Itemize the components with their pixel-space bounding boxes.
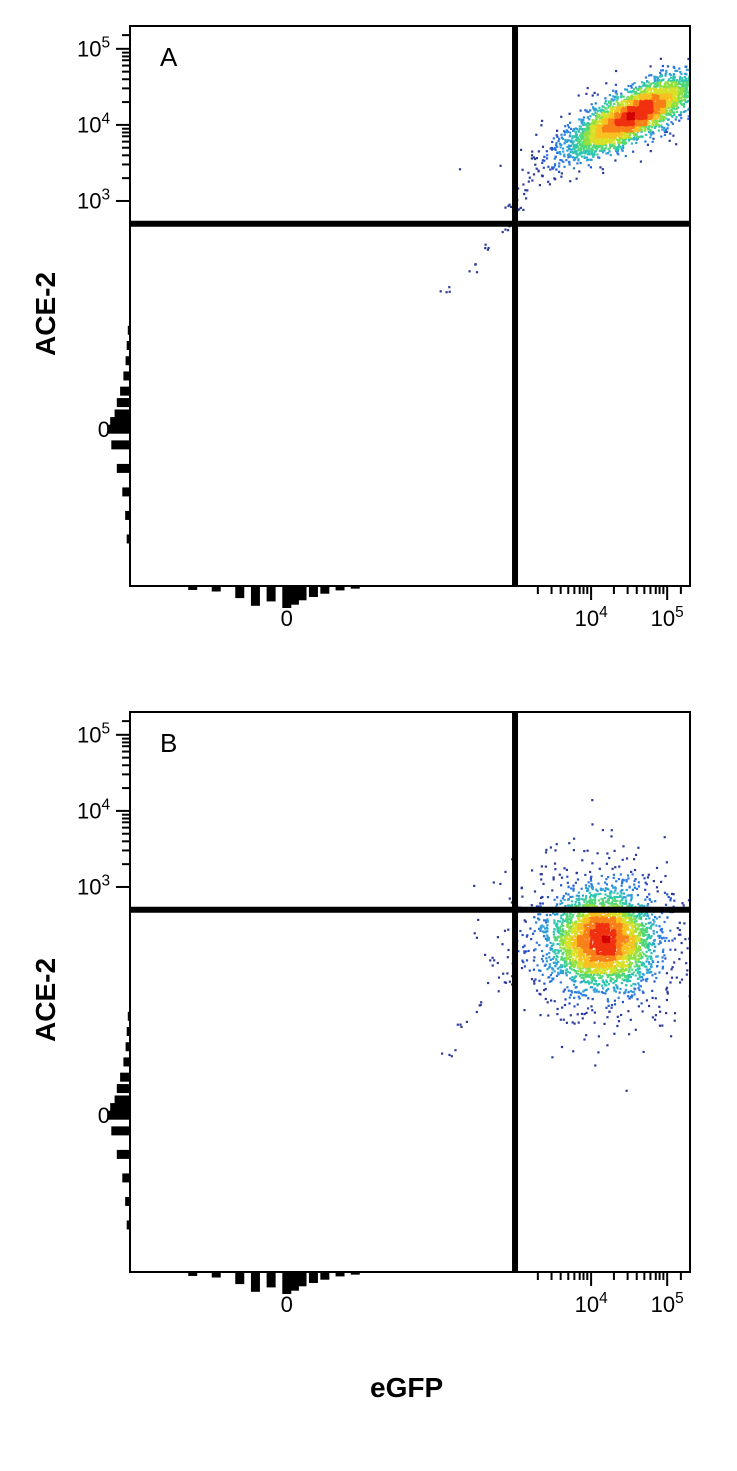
flow-plot-panel-b: 0 104 105 0 103 104 105 B (30, 692, 737, 1372)
x-axis-histbar (235, 586, 244, 598)
x-axis-histbar (251, 586, 260, 606)
y-tick-label: 103 (77, 872, 110, 899)
x-axis-histbar (212, 586, 221, 592)
x-axis-histbar (351, 586, 360, 589)
x-axis-histbar (188, 586, 197, 590)
x-tick-label: 104 (575, 604, 608, 631)
x-axis-histbar (267, 1272, 276, 1287)
x-axis-histbar (298, 1272, 307, 1286)
plot-border (130, 26, 690, 586)
y-tick-label: 105 (77, 34, 110, 61)
y-axis-histbar (126, 1042, 130, 1051)
y-tick-label: 0 (98, 1103, 110, 1128)
y-tick-label: 105 (77, 720, 110, 747)
x-axis-histbar (235, 1272, 244, 1284)
x-axis-histbar (298, 586, 307, 600)
x-axis-histbar (267, 586, 276, 601)
x-tick-label: 105 (651, 604, 684, 631)
y-axis-histbar (117, 1084, 130, 1093)
y-axis-label-a: ACE-2 (30, 272, 62, 356)
y-axis-histbar (123, 371, 130, 380)
x-axis-histbar (188, 1272, 197, 1276)
y-axis-histbar (120, 1073, 130, 1082)
x-axis-histbar (212, 1272, 221, 1278)
y-axis-histbar (122, 1173, 130, 1182)
y-axis-histbar (125, 511, 130, 520)
x-axis-histbar (309, 1272, 318, 1283)
x-tick-label: 0 (281, 1292, 293, 1317)
y-axis-histbar (115, 409, 130, 418)
y-axis-histbar (122, 487, 130, 496)
y-tick-label: 104 (77, 796, 110, 823)
y-axis-histbar (127, 341, 130, 350)
y-axis-histbar (123, 1057, 130, 1066)
y-tick-label: 103 (77, 186, 110, 213)
x-axis-histbar (336, 586, 345, 590)
y-axis-histbar (127, 534, 130, 543)
x-axis-histbar (351, 1272, 360, 1275)
y-axis-histbar (126, 356, 130, 365)
y-tick-label: 104 (77, 110, 110, 137)
y-tick-label: 0 (98, 417, 110, 442)
y-axis-histbar (117, 1150, 130, 1159)
panel-letter: A (160, 42, 178, 72)
x-tick-label: 0 (281, 606, 293, 631)
x-axis-histbar (309, 586, 318, 597)
y-axis-histbar (117, 398, 130, 407)
x-axis-histbar (320, 586, 329, 594)
scatter-points (440, 27, 737, 294)
x-axis-histbar (336, 1272, 345, 1276)
y-axis-histbar (127, 1027, 130, 1036)
y-axis-histbar (111, 440, 130, 449)
x-axis-histbar (251, 1272, 260, 1292)
y-axis-histbar (125, 1197, 130, 1206)
y-axis-histbar (115, 1095, 130, 1104)
y-axis-histbar (117, 464, 130, 473)
scatter-points (441, 799, 717, 1092)
y-axis-label-b: ACE-2 (30, 958, 62, 1042)
y-axis-histbar (120, 387, 130, 396)
panel-letter: B (160, 728, 177, 758)
y-axis-histbar (128, 326, 130, 335)
y-axis-histbar (127, 1220, 130, 1229)
y-axis-histbar (128, 1012, 130, 1021)
x-tick-label: 105 (651, 1290, 684, 1317)
x-axis-label: eGFP (370, 1372, 443, 1404)
x-tick-label: 104 (575, 1290, 608, 1317)
flow-plot-panel-a: 0 104 105 0 103 104 105 A (30, 6, 737, 686)
y-axis-histbar (111, 1126, 130, 1135)
x-axis-histbar (320, 1272, 329, 1280)
